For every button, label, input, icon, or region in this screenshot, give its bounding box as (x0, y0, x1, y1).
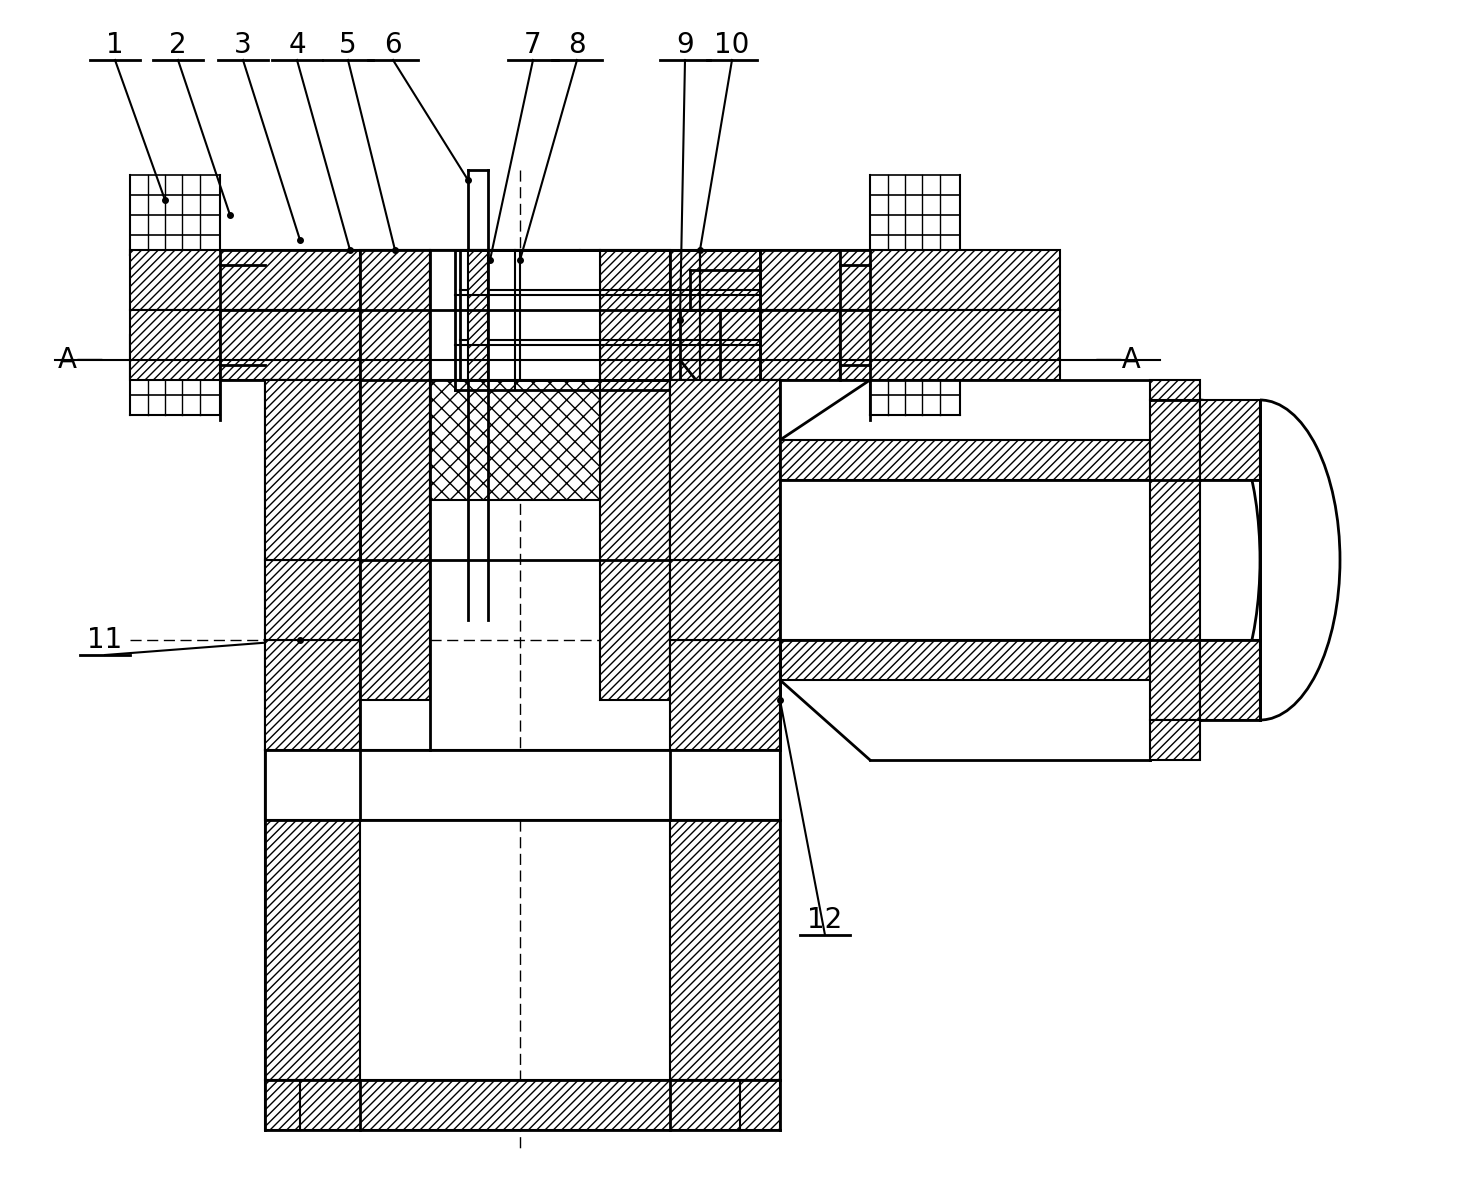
Text: —A: —A (1096, 346, 1142, 374)
Polygon shape (1150, 380, 1199, 400)
Text: 2: 2 (169, 31, 187, 60)
Polygon shape (781, 640, 1150, 679)
Polygon shape (781, 440, 1150, 480)
Polygon shape (430, 380, 600, 500)
Polygon shape (581, 311, 840, 380)
Polygon shape (1150, 720, 1199, 760)
Polygon shape (266, 640, 360, 750)
Polygon shape (840, 311, 1061, 380)
Text: 8: 8 (568, 31, 587, 60)
Polygon shape (670, 640, 781, 750)
Bar (430, 250, 600, 380)
Polygon shape (600, 250, 670, 700)
Polygon shape (130, 250, 581, 311)
Text: 7: 7 (524, 31, 541, 60)
Polygon shape (360, 250, 430, 700)
Text: 12: 12 (807, 906, 843, 934)
Polygon shape (468, 250, 487, 380)
Polygon shape (266, 380, 360, 560)
Text: 10: 10 (715, 31, 750, 60)
Text: 1: 1 (107, 31, 124, 60)
Text: A—: A— (58, 346, 105, 374)
Polygon shape (266, 560, 360, 640)
Text: 3: 3 (233, 31, 252, 60)
Polygon shape (670, 380, 781, 560)
Polygon shape (1199, 400, 1261, 480)
Polygon shape (266, 1081, 781, 1130)
Text: 6: 6 (384, 31, 401, 60)
Polygon shape (266, 750, 360, 1081)
Polygon shape (220, 311, 581, 380)
Polygon shape (670, 750, 781, 1081)
Text: 9: 9 (676, 31, 694, 60)
Polygon shape (670, 380, 781, 560)
Polygon shape (581, 250, 1061, 311)
Polygon shape (1150, 400, 1199, 720)
Polygon shape (1199, 640, 1261, 720)
Polygon shape (670, 560, 781, 640)
Text: 11: 11 (88, 626, 123, 655)
Polygon shape (266, 380, 360, 750)
Text: 5: 5 (338, 31, 357, 60)
Polygon shape (130, 311, 220, 380)
Polygon shape (266, 750, 781, 820)
Text: 4: 4 (289, 31, 306, 60)
